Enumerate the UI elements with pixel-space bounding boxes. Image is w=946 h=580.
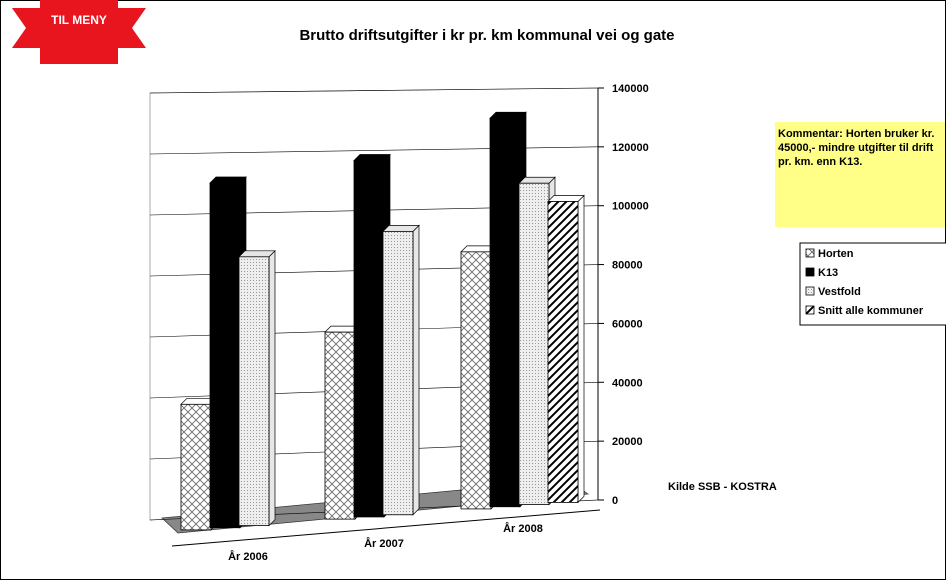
legend-label: Snitt alle kommuner — [818, 305, 924, 317]
bar-side — [268, 249, 276, 527]
y-tick-label: 60000 — [612, 318, 643, 330]
grid-line — [149, 87, 599, 94]
y-tick-label: 120000 — [612, 142, 649, 154]
chart-title: Brutto driftsutgifter i kr pr. km kommun… — [299, 27, 674, 44]
bar — [547, 201, 579, 503]
bar-side — [577, 194, 585, 504]
y-tick-label: 80000 — [612, 260, 643, 272]
bar — [489, 117, 521, 508]
legend — [799, 242, 946, 326]
bar-top — [353, 154, 391, 161]
bar — [460, 251, 492, 510]
y-tick-label: 0 — [612, 495, 618, 507]
legend-swatch — [805, 305, 815, 315]
bar — [324, 331, 356, 520]
menu-button[interactable]: TIL MENY — [12, 0, 146, 64]
legend-swatch — [805, 248, 815, 258]
bar-side — [412, 224, 420, 516]
source: Kilde SSB - KOSTRA — [668, 481, 777, 493]
bar — [382, 230, 414, 516]
bar-top — [547, 195, 585, 202]
category-axis — [171, 509, 601, 547]
bar-top — [238, 250, 276, 258]
comment-box — [775, 122, 945, 227]
x-tick-label: År 2006 — [228, 550, 268, 563]
comment-text: Kommentar: Horten bruker kr. 45000,- min… — [778, 128, 935, 168]
legend-swatch — [805, 286, 815, 296]
button-label[interactable]: TIL MENY — [51, 13, 107, 27]
x-tick-label: År 2008 — [503, 522, 543, 535]
bar — [238, 256, 270, 526]
x-tick-label: År 2007 — [364, 537, 404, 550]
legend-label: Horten — [818, 248, 854, 260]
bar — [180, 403, 212, 531]
legend-label: Vestfold — [818, 286, 861, 298]
y-tick-label: 100000 — [612, 201, 649, 213]
bar-top — [209, 176, 247, 184]
comment: Kommentar: Horten bruker kr. 45000,- min… — [778, 128, 935, 168]
legend-swatch — [805, 267, 815, 277]
bar-top — [489, 111, 527, 119]
y-tick-label: 40000 — [612, 377, 643, 389]
y-tick-label: 140000 — [612, 83, 649, 95]
bar-top — [518, 176, 556, 184]
bar — [209, 182, 241, 529]
y-tick-label: 20000 — [612, 436, 643, 448]
bar — [353, 160, 385, 518]
bar-top — [382, 225, 420, 232]
legend-label: K13 — [818, 267, 838, 279]
bar — [518, 182, 550, 505]
